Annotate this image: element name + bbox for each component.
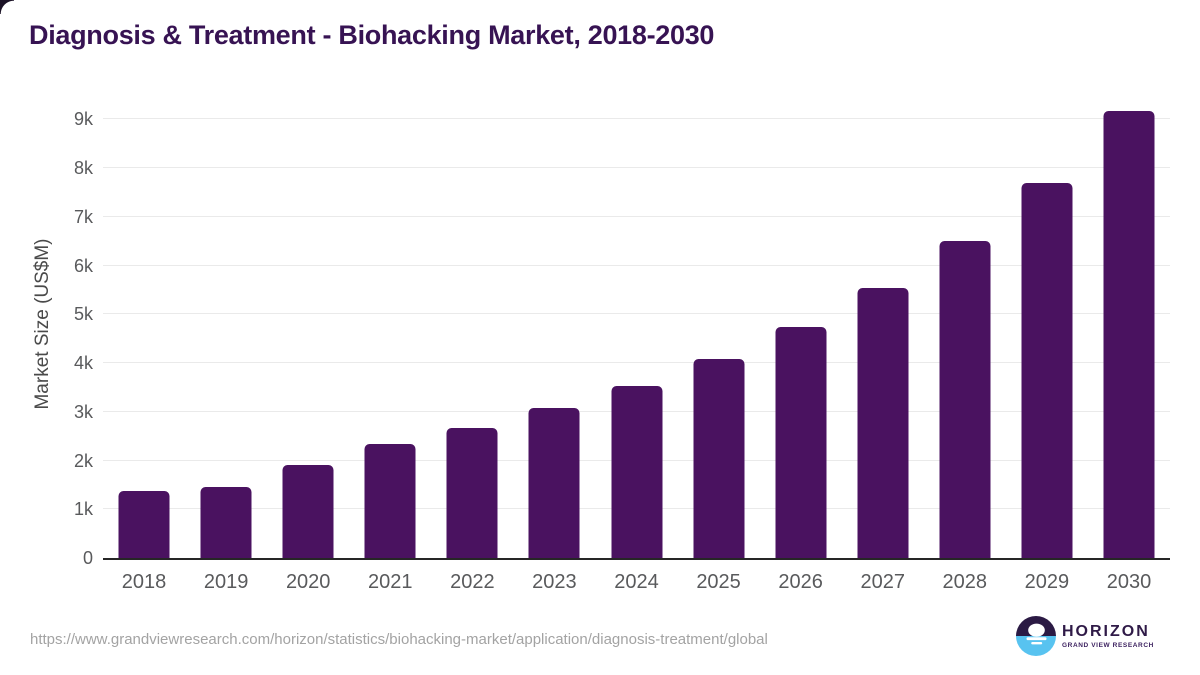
gridline-5k: [103, 313, 1170, 315]
x-tick-2029: 2029: [1024, 571, 1070, 593]
y-tick-1k: 1k: [73, 499, 93, 520]
y-tick-6k: 6k: [73, 255, 93, 276]
x-tick-2028: 2028: [942, 571, 988, 593]
bar-2023: [528, 408, 580, 558]
gridline-9k: [103, 118, 1170, 120]
x-tick-2027: 2027: [860, 571, 905, 593]
x-axis-line: [103, 558, 1170, 560]
x-tick-2020: 2020: [285, 571, 331, 593]
y-tick-0: 0: [82, 548, 93, 568]
bar-2029: [1021, 182, 1073, 558]
brand-name: HORIZON: [1062, 623, 1150, 641]
y-tick-9k: 9k: [73, 109, 93, 130]
horizon-logo-icon: [1016, 616, 1056, 656]
plot-area: [103, 90, 1170, 560]
bar-2019: [200, 487, 252, 558]
bar-2022: [446, 427, 498, 558]
x-tick-2025: 2025: [696, 571, 741, 593]
chart-title: Diagnosis & Treatment - Biohacking Marke…: [29, 20, 715, 50]
y-tick-3k: 3k: [73, 401, 93, 422]
y-tick-5k: 5k: [73, 304, 93, 325]
screenshot-corner-artifact: [0, 0, 14, 14]
y-tick-4k: 4k: [73, 353, 93, 373]
x-tick-2024: 2024: [614, 571, 659, 593]
bar-2021: [364, 443, 416, 558]
source-url: https://www.grandviewresearch.com/horizo…: [30, 631, 768, 648]
y-tick-8k: 8k: [73, 158, 93, 178]
bar-2028: [939, 241, 991, 558]
bar-2027: [857, 288, 909, 558]
x-tick-2030: 2030: [1106, 571, 1152, 593]
x-axis-tick-labels: 2018 2019 2020 2021 2022 2023 2024 2025 2026 2027…: [103, 572, 1170, 598]
gridline-8k: [103, 167, 1170, 168]
x-tick-2026: 2026: [778, 571, 823, 593]
bar-2026: [775, 326, 827, 558]
y-tick-7k: 7k: [73, 206, 93, 227]
bar-2024: [611, 386, 662, 558]
horizon-logo-text: HORIZON GRAND VIEW RESEARCH: [1062, 622, 1154, 650]
bar-2030: [1103, 111, 1155, 558]
gridline-4k: [103, 362, 1170, 363]
y-axis-tick-labels: 0 1k 2k 3k 4k 5k 6k 7k 8k 9k: [0, 90, 93, 567]
x-tick-2023: 2023: [532, 571, 577, 593]
bar-2018: [118, 490, 170, 558]
bar-2020: [282, 464, 334, 558]
gridline-6k: [103, 264, 1170, 266]
bar-2025: [693, 359, 745, 558]
gridline-7k: [103, 215, 1170, 217]
x-tick-2019: 2019: [203, 571, 249, 593]
x-tick-2022: 2022: [450, 571, 495, 593]
y-tick-2k: 2k: [73, 450, 93, 471]
horizon-logo: HORIZON GRAND VIEW RESEARCH: [1016, 616, 1154, 656]
brand-tagline: GRAND VIEW RESEARCH: [1062, 642, 1154, 650]
x-tick-2021: 2021: [368, 571, 413, 593]
x-tick-2018: 2018: [121, 571, 167, 593]
